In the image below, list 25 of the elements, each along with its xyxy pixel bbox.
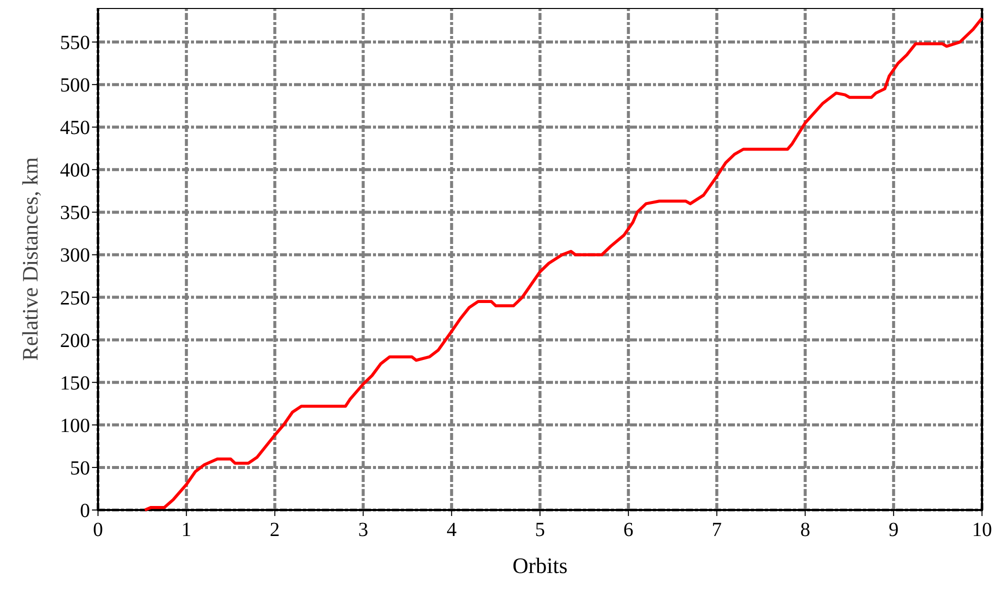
- y-tick-label: 50: [70, 457, 90, 480]
- x-tick-label: 4: [446, 519, 457, 541]
- y-axis-title: Relative Distances, km: [17, 157, 42, 361]
- y-tick-label: 350: [60, 202, 90, 224]
- y-tick-label: 0: [80, 500, 90, 522]
- x-tick-label: 7: [712, 519, 722, 541]
- y-tick-label: 500: [60, 74, 90, 97]
- x-tick-label: 6: [623, 519, 634, 541]
- y-tick-label: 550: [60, 32, 90, 54]
- x-tick-label: 3: [358, 519, 368, 541]
- line-series: [143, 16, 984, 512]
- y-tick-label: 150: [60, 372, 90, 394]
- x-tick-label: 5: [535, 519, 545, 541]
- y-tick-label: 300: [60, 244, 90, 267]
- x-tick-label: 9: [888, 519, 899, 541]
- x-tick-label: 1: [181, 519, 192, 541]
- y-tick-label: 250: [60, 287, 90, 310]
- y-tick-label: 400: [60, 160, 90, 182]
- x-axis-title: Orbits: [512, 553, 568, 578]
- x-tick-label: 2: [270, 519, 280, 541]
- y-tick-label: 200: [60, 330, 90, 352]
- y-tick-label: 450: [60, 117, 90, 140]
- y-tick-label: 100: [60, 414, 90, 437]
- x-tick-label: 10: [972, 519, 992, 541]
- x-tick-label: 8: [800, 519, 810, 541]
